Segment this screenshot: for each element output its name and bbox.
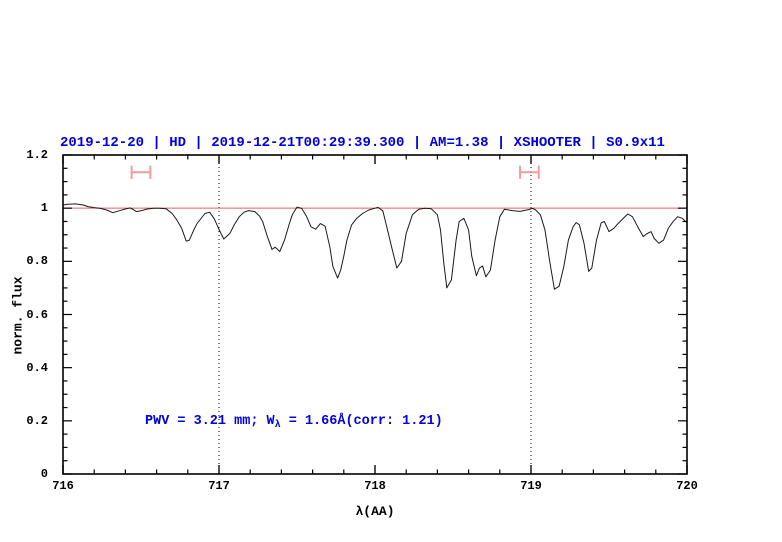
plot-frame — [62, 154, 688, 475]
pwv-annotation-pre: PWV = 3.21 mm; W — [145, 414, 275, 429]
x-tick-label: 718 — [364, 479, 386, 493]
x-tick-label: 716 — [52, 479, 74, 493]
pwv-annotation-subscript: λ — [274, 420, 281, 431]
y-tick-label: 1 — [40, 201, 48, 216]
pwv-annotation-post: = 1.66Å(corr: 1.21) — [280, 414, 443, 429]
x-tick-label: 717 — [208, 479, 230, 493]
pwv-annotation: PWV = 3.21 mm; Wλ = 1.66Å(corr: 1.21) — [145, 414, 443, 431]
y-tick-label: 0.6 — [26, 307, 48, 322]
x-tick-label: 719 — [520, 479, 542, 493]
y-tick-label: 0 — [40, 467, 48, 481]
y-tick-label: 0.4 — [26, 360, 48, 375]
x-tick-label: 720 — [676, 479, 698, 493]
y-tick-label: 0.8 — [26, 254, 48, 269]
spectrum-line — [62, 203, 688, 290]
y-tick-label: 0.2 — [26, 413, 48, 428]
y-tick-label: 1.2 — [26, 148, 48, 162]
x-axis-label: λ(AA) — [355, 504, 395, 519]
plot-title: 2019-12-20 | HD | 2019-12-21T00:29:39.30… — [60, 135, 665, 151]
